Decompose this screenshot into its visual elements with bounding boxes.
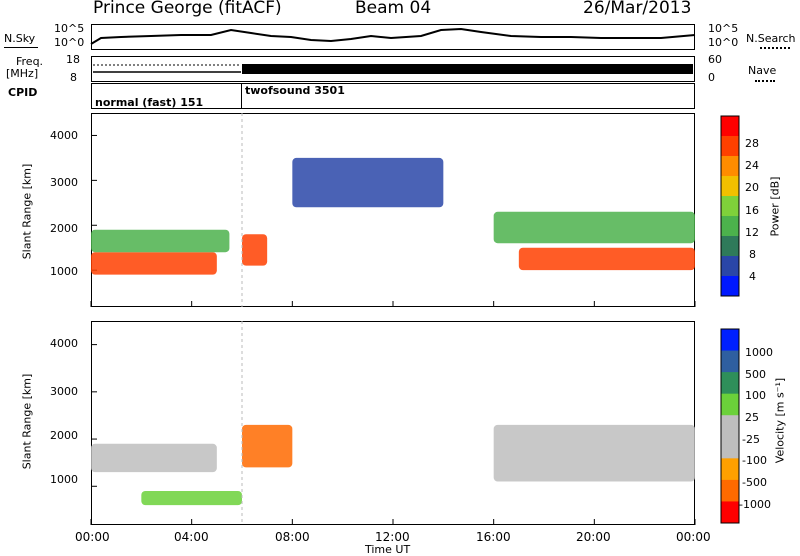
colorbar-swatch bbox=[721, 501, 739, 524]
colorbar-swatch bbox=[721, 216, 739, 237]
colorbar-swatch bbox=[721, 393, 739, 416]
power-y-tick-1000: 1000 bbox=[50, 265, 78, 278]
colorbar-swatch bbox=[721, 458, 739, 481]
power-y-tick-4000: 4000 bbox=[50, 129, 78, 142]
colorbar-swatch bbox=[721, 236, 739, 257]
colorbar-border bbox=[720, 115, 740, 297]
colorbar-swatch bbox=[721, 479, 739, 502]
nsky-trace bbox=[90, 27, 696, 45]
colorbar-swatch bbox=[721, 350, 739, 373]
vel-y-tick-1000: 1000 bbox=[50, 473, 78, 486]
power-cbar-tick-4: 4 bbox=[749, 270, 756, 283]
power-cbar-tick-16: 16 bbox=[745, 204, 759, 217]
nsky-underline bbox=[4, 47, 38, 48]
x-tick-5: 20:00 bbox=[576, 530, 611, 544]
power-colorbar bbox=[720, 115, 740, 297]
velocity-heatmap bbox=[90, 321, 696, 525]
vel-cbar-tick-100: 100 bbox=[745, 389, 766, 402]
vel-y-axis-label: Slant Range [km] bbox=[20, 373, 34, 470]
colorbar-swatch bbox=[721, 436, 739, 459]
freq-tick-bottom: 8 bbox=[70, 71, 77, 84]
x-tick-2: 08:00 bbox=[275, 530, 310, 544]
power-y-tick-2000: 2000 bbox=[50, 222, 78, 235]
nsky-tick-top: 10^5 bbox=[54, 22, 85, 35]
colorbar-border bbox=[720, 328, 740, 524]
x-tick-1: 04:00 bbox=[174, 530, 209, 544]
colorbar-swatch bbox=[721, 176, 739, 197]
nave-tick-bottom: 0 bbox=[708, 71, 715, 84]
cpid-strip bbox=[91, 83, 695, 109]
echo-patch-2 bbox=[141, 491, 242, 506]
freq-tick-top: 18 bbox=[66, 53, 80, 66]
colorbar-swatch bbox=[721, 156, 739, 177]
vel-y-tick-3000: 3000 bbox=[50, 385, 78, 398]
nsearch-dots bbox=[760, 47, 790, 49]
colorbar-swatch bbox=[721, 116, 739, 137]
power-cbar-tick-28: 28 bbox=[745, 137, 759, 150]
colorbar-swatch bbox=[721, 256, 739, 277]
power-cbar-tick-20: 20 bbox=[745, 181, 759, 194]
nave-label: Nave bbox=[748, 64, 777, 77]
echo-patch-3 bbox=[292, 157, 444, 208]
nave-dots bbox=[755, 80, 775, 82]
colorbar-swatch bbox=[721, 196, 739, 217]
echo-patch-5 bbox=[493, 211, 695, 244]
echo-patch-3 bbox=[493, 424, 695, 482]
cpid-label: CPID bbox=[8, 86, 38, 99]
cpid-divider bbox=[241, 83, 242, 109]
nsky-tick-bottom: 10^0 bbox=[54, 36, 85, 49]
power-cbar-tick-8: 8 bbox=[749, 248, 756, 261]
power-cbar-tick-12: 12 bbox=[745, 226, 759, 239]
x-tick-6: 00:00 bbox=[676, 530, 711, 544]
vel-cbar-tick-500: 500 bbox=[745, 368, 766, 381]
velocity-colorbar bbox=[720, 328, 740, 524]
vel-cbar-tick-m100: -100 bbox=[742, 454, 767, 467]
nsky-label: N.Sky bbox=[4, 32, 36, 45]
power-y-axis-label: Slant Range [km] bbox=[20, 163, 34, 260]
freq-label: Freq. bbox=[16, 55, 44, 68]
echo-patch-4 bbox=[518, 247, 695, 271]
vel-y-tick-2000: 2000 bbox=[50, 429, 78, 442]
x-tick-0: 00:00 bbox=[75, 530, 110, 544]
power-cbar-label: Power [dB] bbox=[768, 176, 782, 237]
vel-cbar-tick-25: 25 bbox=[745, 411, 759, 424]
echo-patch-0 bbox=[91, 252, 217, 275]
colorbar-swatch bbox=[721, 372, 739, 395]
velocity-cbar-label: Velocity [m s⁻¹] bbox=[773, 377, 787, 464]
power-cbar-tick-24: 24 bbox=[745, 159, 759, 172]
echo-patch-2 bbox=[242, 234, 268, 266]
nsearch-label: N.Search bbox=[746, 32, 796, 45]
nave-tick-top: 60 bbox=[708, 53, 722, 66]
date-title: 26/Mar/2013 bbox=[583, 0, 692, 18]
beam-title: Beam 04 bbox=[355, 0, 432, 18]
station-title: Prince George (fitACF) bbox=[93, 0, 282, 18]
x-tick-3: 12:00 bbox=[375, 530, 410, 544]
vel-cbar-tick-m25: -25 bbox=[742, 433, 760, 446]
nsearch-tick-top: 10^5 bbox=[708, 22, 739, 35]
power-y-tick-3000: 3000 bbox=[50, 176, 78, 189]
freq-unit: [MHz] bbox=[6, 67, 39, 80]
freq-trace bbox=[93, 64, 693, 74]
echo-patch-1 bbox=[242, 424, 293, 468]
colorbar-swatch bbox=[721, 276, 739, 297]
echo-patch-1 bbox=[91, 229, 230, 253]
echo-patch-0 bbox=[91, 443, 217, 473]
colorbar-swatch bbox=[721, 136, 739, 157]
power-heatmap bbox=[90, 113, 696, 307]
x-tick-4: 16:00 bbox=[476, 530, 511, 544]
colorbar-swatch bbox=[721, 329, 739, 352]
cpid-segment-1: normal (fast) 151 bbox=[95, 96, 204, 109]
cpid-segment-2: twofsound 3501 bbox=[245, 84, 345, 97]
nsearch-tick-bottom: 10^0 bbox=[708, 36, 739, 49]
vel-cbar-tick-m1000: -1000 bbox=[739, 498, 771, 511]
vel-cbar-tick-m500: -500 bbox=[742, 476, 767, 489]
colorbar-swatch bbox=[721, 415, 739, 438]
vel-y-tick-4000: 4000 bbox=[50, 337, 78, 350]
x-axis-label: Time UT bbox=[365, 543, 411, 556]
vel-cbar-tick-1000: 1000 bbox=[745, 346, 773, 359]
